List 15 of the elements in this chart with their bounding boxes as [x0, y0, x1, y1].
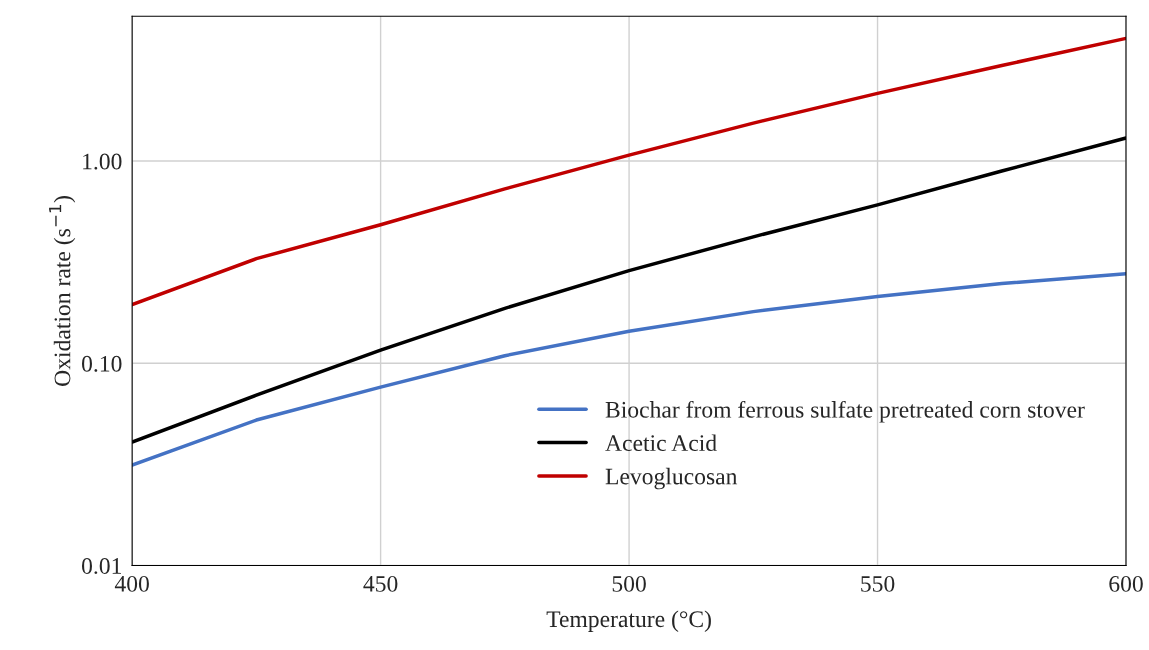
x-tick-label: 450 — [363, 575, 398, 592]
x-tick-label: 550 — [861, 575, 895, 592]
y-axis-title: Oxidation rate (s$^{−1}$) — [49, 196, 76, 386]
legend-label: Biochar from ferrous sulfate pretreated corn stover — [605, 400, 1085, 423]
y-tick-label: 0.10 — [81, 355, 122, 372]
legend-label: Acetic Acid — [605, 434, 717, 452]
x-tick-label: 500 — [612, 575, 646, 592]
x-tick-label: 400 — [114, 575, 149, 592]
line-series — [132, 272, 1127, 467]
x-axis-title: Temperature (°C) — [546, 610, 711, 632]
legend-label: Levoglucosan — [605, 467, 738, 490]
y-tick-label: 0.01 — [81, 557, 121, 575]
line-series — [132, 36, 1127, 307]
y-tick-label: 1.00 — [83, 153, 122, 170]
x-tick-label: 600 — [1109, 575, 1143, 592]
